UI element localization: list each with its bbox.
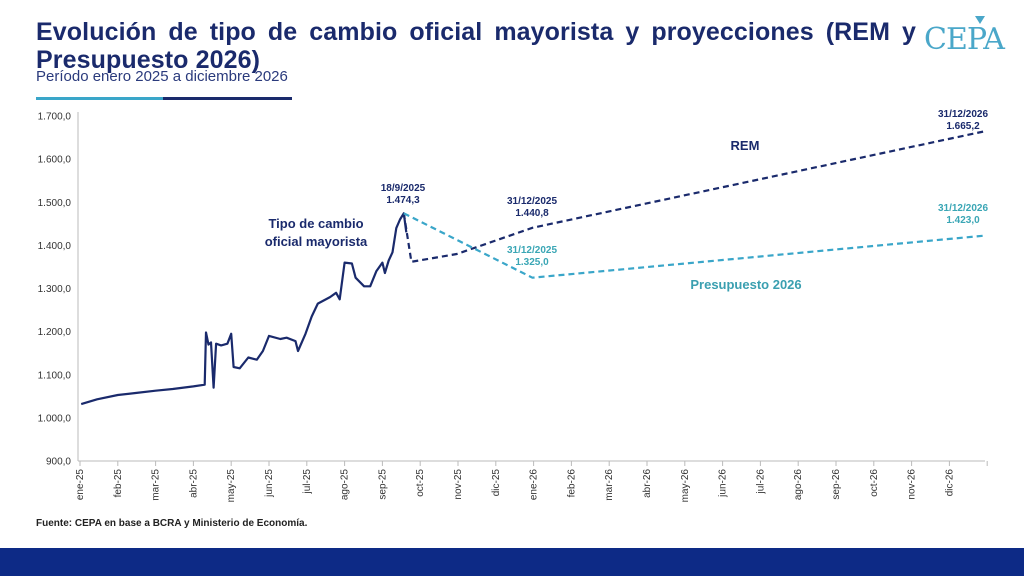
x-tick-label: oct-25 [415,469,426,497]
annotation-value: 1.440,8 [515,208,549,219]
x-tick-label: nov-26 [907,469,918,500]
annotation-date: 18/9/2025 [381,183,426,194]
annotation-value: 1.665,2 [946,121,980,132]
series-label-spot: Tipo de cambio [268,216,363,231]
x-tick-label: oct-26 [869,469,880,497]
footer-bar [0,548,1024,576]
x-tick-label: feb-26 [566,469,577,498]
chart-title: Evolución de tipo de cambio oficial mayo… [36,18,916,74]
x-tick-label: may-26 [680,469,691,503]
y-tick-label: 1.200,0 [38,327,72,338]
chart-axes [77,112,985,462]
x-tick-label: nov-25 [453,469,464,500]
y-tick-label: 1.600,0 [38,155,72,166]
y-tick-label: 1.700,0 [38,112,72,123]
y-tick-label: 1.000,0 [38,413,72,424]
chart-subtitle: Período enero 2025 a diciembre 2026 [36,68,288,85]
series-line-tipo-de-cambio-oficial-mayorista [80,212,408,406]
x-tick-label: abr-25 [188,469,199,498]
x-tick-label: mar-25 [151,469,162,501]
source-note: Fuente: CEPA en base a BCRA y Ministerio… [36,518,308,529]
annotation-date: 31/12/2025 [507,196,557,207]
y-tick-label: 1.100,0 [38,370,72,381]
x-tick-label: ene-26 [529,469,540,501]
logo-mark-icon [975,16,985,24]
annotation-date: 31/12/2026 [938,109,988,120]
cepa-logo: CEPA [924,22,1005,57]
series-label-presupuesto: Presupuesto 2026 [690,277,801,292]
x-tick-label: dic-25 [491,469,502,497]
x-tick-label: may-25 [226,469,237,503]
annotation-value: 1.474,3 [386,195,420,206]
annotation-value: 1.325,0 [515,257,549,268]
x-tick-label: jul-25 [302,469,313,495]
y-tick-label: 1.500,0 [38,198,72,209]
x-tick-label: abr-26 [642,469,653,498]
series-label-spot: oficial mayorista [265,234,368,249]
title-rule-dark [163,97,292,100]
x-tick-label: jul-26 [755,469,766,495]
title-rule-light [36,97,163,100]
series-labels: Tipo de cambio oficial mayorista REM Presup… [265,138,802,292]
x-tick-label: jun-26 [718,469,729,498]
x-tick-label: jun-25 [264,469,275,498]
y-tick-label: 1.400,0 [38,241,72,252]
x-tick-label: ago-25 [340,469,351,501]
series-line-rem [402,129,987,263]
y-tick-label: 1.300,0 [38,284,72,295]
x-tick-label: feb-25 [113,469,124,498]
x-tick-label: ene-25 [75,469,86,501]
y-tick-label: 900,0 [46,457,71,468]
x-tick-label: sep-26 [831,469,842,500]
series-label-rem: REM [731,138,760,153]
annotation-date: 31/12/2025 [507,245,557,256]
series-line-presupuesto-2026 [403,212,987,279]
x-tick-label: mar-26 [604,469,615,501]
exchange-rate-chart: 900,0 1.000,0 1.100,0 1.200,0 1.300,0 1.400,0… [38,109,989,503]
annotation-date: 31/12/2026 [938,203,988,214]
y-axis-ticks: 900,0 1.000,0 1.100,0 1.200,0 1.300,0 1.400,0… [38,112,72,468]
x-axis-ticks: ene-25 feb-25 mar-25 abr-25 may-25 jun-25 jul-… [75,461,988,503]
series-lines [80,129,987,406]
x-tick-label: sep-25 [377,469,388,500]
annotation-value: 1.423,0 [946,215,980,226]
x-tick-label: ago-26 [793,469,804,501]
x-tick-label: dic-26 [944,469,955,497]
